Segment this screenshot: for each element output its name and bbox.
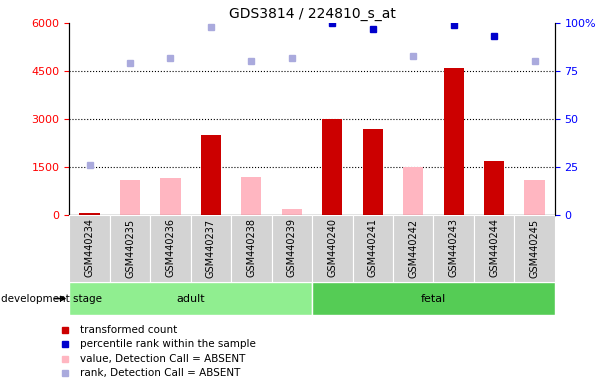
Bar [282, 209, 302, 215]
Bar [434, 215, 474, 282]
Text: GSM440243: GSM440243 [449, 218, 459, 277]
Bar [312, 215, 353, 282]
Bar [444, 68, 464, 215]
Text: GSM440241: GSM440241 [368, 218, 377, 277]
Bar [362, 129, 383, 215]
Text: percentile rank within the sample: percentile rank within the sample [80, 339, 256, 349]
Bar [484, 161, 504, 215]
Text: GSM440242: GSM440242 [408, 218, 418, 278]
Bar [191, 215, 231, 282]
Text: adult: adult [177, 293, 205, 304]
Bar [69, 282, 312, 315]
Bar [312, 282, 555, 315]
Bar [80, 214, 99, 215]
Text: GSM440235: GSM440235 [125, 218, 135, 278]
Bar [271, 215, 312, 282]
Bar [160, 178, 180, 215]
Bar [393, 215, 434, 282]
Bar [120, 180, 140, 215]
Bar [231, 215, 271, 282]
Text: GSM440244: GSM440244 [489, 218, 499, 277]
Text: GSM440234: GSM440234 [84, 218, 95, 277]
Text: transformed count: transformed count [80, 325, 177, 335]
Bar [69, 215, 110, 282]
Text: development stage: development stage [1, 293, 103, 304]
Bar [150, 215, 191, 282]
Bar [241, 177, 262, 215]
Bar [201, 135, 221, 215]
Title: GDS3814 / 224810_s_at: GDS3814 / 224810_s_at [229, 7, 396, 21]
Bar [514, 215, 555, 282]
Text: GSM440240: GSM440240 [327, 218, 337, 277]
Text: rank, Detection Call = ABSENT: rank, Detection Call = ABSENT [80, 368, 241, 378]
Text: fetal: fetal [421, 293, 446, 304]
Text: GSM440236: GSM440236 [165, 218, 175, 277]
Bar [474, 215, 514, 282]
Bar [525, 180, 545, 215]
Bar [403, 167, 423, 215]
Text: GSM440245: GSM440245 [529, 218, 540, 278]
Text: value, Detection Call = ABSENT: value, Detection Call = ABSENT [80, 354, 245, 364]
Text: GSM440238: GSM440238 [247, 218, 256, 277]
Bar [322, 119, 343, 215]
Text: GSM440239: GSM440239 [287, 218, 297, 277]
Bar [353, 215, 393, 282]
Text: GSM440237: GSM440237 [206, 218, 216, 278]
Bar [110, 215, 150, 282]
